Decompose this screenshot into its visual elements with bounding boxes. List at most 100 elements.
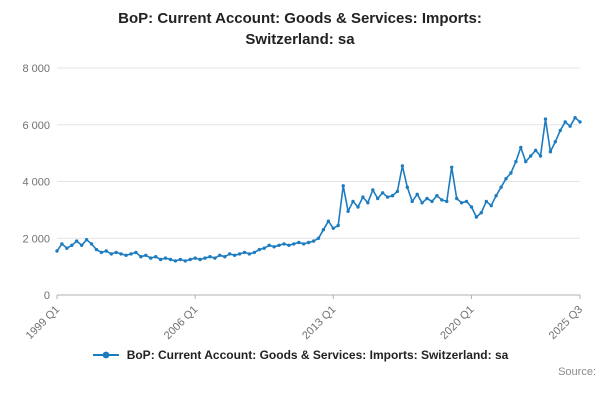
data-point [163, 256, 168, 260]
data-point [311, 239, 316, 243]
x-axis-tick-label: 2025 Q3 [547, 304, 585, 342]
data-point [346, 209, 350, 213]
data-point [336, 223, 340, 228]
data-point [341, 184, 345, 188]
data-point [149, 256, 153, 260]
data-point [469, 205, 474, 209]
data-point [430, 199, 434, 204]
data-point [321, 228, 326, 232]
data-point [178, 257, 182, 262]
data-point [173, 259, 178, 263]
data-point [272, 245, 276, 249]
data-point [351, 199, 355, 204]
data-point [380, 191, 385, 195]
x-axis-tick-label: 2013 Q1 [300, 304, 338, 342]
data-point [538, 154, 543, 158]
data-point [450, 165, 454, 169]
chart-title: BoP: Current Account: Goods & Services: … [118, 10, 482, 48]
data-point [509, 171, 513, 175]
data-point [297, 240, 301, 245]
data-point [302, 242, 306, 246]
data-point [188, 257, 192, 262]
data-point [99, 250, 104, 255]
y-axis-tick-label: 2 000 [22, 233, 50, 245]
data-point [292, 242, 296, 246]
data-point [65, 246, 69, 250]
data-point [573, 116, 577, 120]
data-point [405, 185, 409, 189]
data-point [464, 199, 469, 204]
data-point [237, 252, 242, 256]
data-point [94, 247, 99, 252]
data-point [119, 252, 123, 256]
data-point [376, 196, 380, 201]
data-point [114, 250, 118, 255]
source-label: Source: [558, 366, 596, 378]
data-point [519, 145, 523, 150]
data-point [479, 211, 483, 215]
data-point [504, 177, 508, 181]
data-point [494, 194, 498, 198]
data-point [80, 243, 84, 247]
y-axis-tick-label: 0 [44, 290, 50, 302]
data-point [524, 159, 528, 164]
data-point [223, 255, 227, 259]
data-point [459, 201, 464, 205]
data-point [168, 257, 173, 262]
data-point [228, 252, 232, 256]
data-point [89, 242, 94, 246]
data-point [435, 194, 439, 198]
data-point [445, 199, 449, 204]
data-point [203, 256, 207, 260]
data-point [425, 196, 429, 201]
data-point [415, 192, 419, 196]
data-point [257, 247, 261, 252]
data-point [316, 236, 321, 240]
data-point [474, 215, 479, 219]
data-point [218, 253, 222, 257]
x-axis-tick-label: 2020 Q1 [438, 304, 476, 342]
data-point [154, 255, 158, 259]
data-point [84, 238, 89, 242]
data-point [129, 252, 133, 256]
data-point [306, 240, 311, 245]
data-point [109, 252, 114, 256]
data-point [578, 120, 582, 124]
y-axis-tick-label: 4 000 [22, 177, 50, 189]
data-point [139, 255, 143, 259]
data-point [144, 253, 148, 257]
data-point [213, 256, 217, 260]
data-point [395, 189, 400, 194]
data-point [75, 239, 79, 243]
data-point [400, 164, 405, 168]
data-point [70, 243, 74, 247]
data-point [331, 226, 335, 230]
data-point [533, 148, 538, 152]
data-point [193, 256, 197, 260]
data-point [282, 242, 286, 246]
y-axis-tick-label: 8 000 [22, 63, 50, 75]
data-point [198, 257, 202, 262]
data-point [232, 253, 237, 257]
data-point [361, 195, 365, 199]
data-point [366, 201, 370, 205]
legend: BoP: Current Account: Goods & Services: … [0, 348, 600, 362]
data-point [529, 154, 533, 158]
data-point [553, 140, 557, 144]
data-point [548, 150, 553, 154]
data-point [568, 124, 572, 128]
x-axis-tick-label: 2006 Q1 [162, 304, 200, 342]
y-axis-tick-label: 6 000 [22, 120, 50, 132]
legend-label: BoP: Current Account: Goods & Services: … [126, 348, 509, 362]
data-point [252, 250, 257, 255]
data-point [287, 243, 291, 247]
data-point [326, 219, 331, 223]
data-point [390, 194, 395, 198]
data-point [455, 196, 459, 201]
data-point [208, 255, 212, 259]
data-point [514, 159, 518, 164]
data-point [484, 199, 488, 204]
data-point [267, 243, 271, 247]
data-point [277, 243, 281, 247]
